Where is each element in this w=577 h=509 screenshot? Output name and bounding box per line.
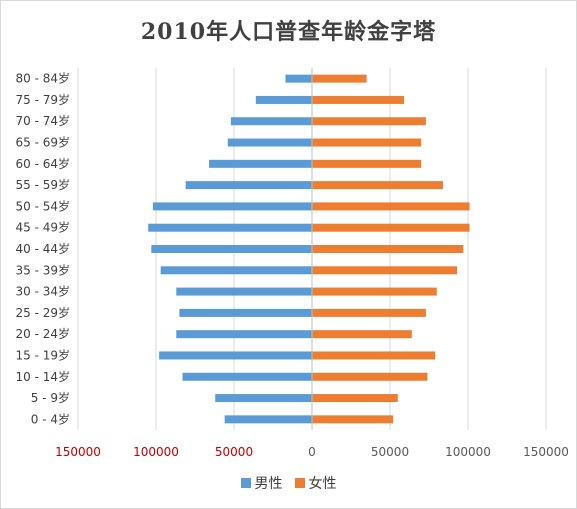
legend-entry-female: 女性 [294, 473, 337, 493]
bar-male-3 [159, 351, 312, 360]
x-tick-label-0: 150000 [55, 445, 101, 459]
chart-title: 2010年人口普查年龄金字塔 [140, 19, 437, 45]
bar-female-4 [312, 330, 412, 339]
category-label-5: 25 - 29岁 [16, 305, 71, 320]
bar-female-8 [312, 245, 464, 253]
bar-female-12 [312, 159, 422, 168]
bar-female-10 [312, 202, 470, 211]
bar-female-0 [312, 415, 394, 424]
bar-female-14 [312, 117, 426, 126]
category-label-15: 75 - 79岁 [16, 92, 71, 107]
x-tick-label-4: 50000 [371, 445, 409, 459]
category-label-7: 35 - 39岁 [16, 262, 71, 277]
bar-male-15 [255, 95, 312, 104]
bar-female-9 [312, 223, 470, 232]
category-label-8: 40 - 44岁 [16, 241, 71, 256]
category-label-4: 20 - 24岁 [16, 326, 71, 341]
bar-male-14 [230, 117, 312, 126]
x-tick-label-5: 100000 [445, 445, 491, 459]
bar-male-16 [285, 74, 312, 83]
category-label-1: 5 - 9岁 [31, 390, 70, 405]
bar-male-10 [152, 202, 312, 211]
legend-entry-male: 男性 [240, 473, 283, 493]
bar-male-5 [179, 308, 312, 317]
x-tick-label-6: 150000 [523, 445, 569, 459]
legend-swatch-female [294, 478, 305, 488]
x-tick-label-1: 100000 [133, 445, 179, 459]
bar-male-12 [209, 159, 312, 168]
legend-label-male: 男性 [254, 476, 283, 492]
x-tick-label-2: 50000 [215, 445, 253, 459]
bar-male-11 [185, 181, 312, 190]
category-label-16: 80 - 84岁 [16, 71, 71, 86]
bar-male-0 [224, 415, 312, 424]
legend-label-female: 女性 [308, 476, 337, 492]
bar-female-3 [312, 351, 436, 360]
bar-male-13 [227, 138, 312, 147]
bar-female-1 [312, 394, 398, 403]
bar-female-5 [312, 308, 426, 317]
bar-female-7 [312, 266, 458, 275]
bar-female-13 [312, 138, 422, 147]
category-label-14: 70 - 74岁 [16, 113, 71, 128]
bar-male-4 [176, 330, 312, 339]
legend-swatch-male [240, 478, 251, 488]
category-label-0: 0 - 4岁 [31, 411, 70, 426]
category-label-6: 30 - 34岁 [16, 284, 71, 299]
category-label-11: 55 - 59岁 [16, 177, 71, 192]
category-label-10: 50 - 54岁 [16, 198, 71, 213]
category-label-3: 15 - 19岁 [16, 347, 71, 362]
x-tick-label-3: 0 [308, 445, 316, 459]
bar-female-15 [312, 95, 405, 104]
bar-male-6 [176, 287, 312, 296]
bar-male-1 [215, 394, 312, 403]
category-label-2: 10 - 14岁 [16, 369, 71, 384]
legend: 男性 女性 [0, 473, 577, 493]
bar-male-9 [148, 223, 312, 232]
bar-female-16 [312, 74, 367, 83]
bar-female-11 [312, 181, 444, 190]
bar-male-7 [160, 266, 312, 275]
bar-male-8 [151, 245, 312, 253]
category-label-9: 45 - 49岁 [16, 220, 71, 235]
bar-female-6 [312, 287, 437, 296]
category-label-12: 60 - 64岁 [16, 156, 71, 171]
bar-male-2 [182, 372, 312, 381]
bar-female-2 [312, 372, 428, 381]
category-label-13: 65 - 69岁 [16, 135, 71, 150]
